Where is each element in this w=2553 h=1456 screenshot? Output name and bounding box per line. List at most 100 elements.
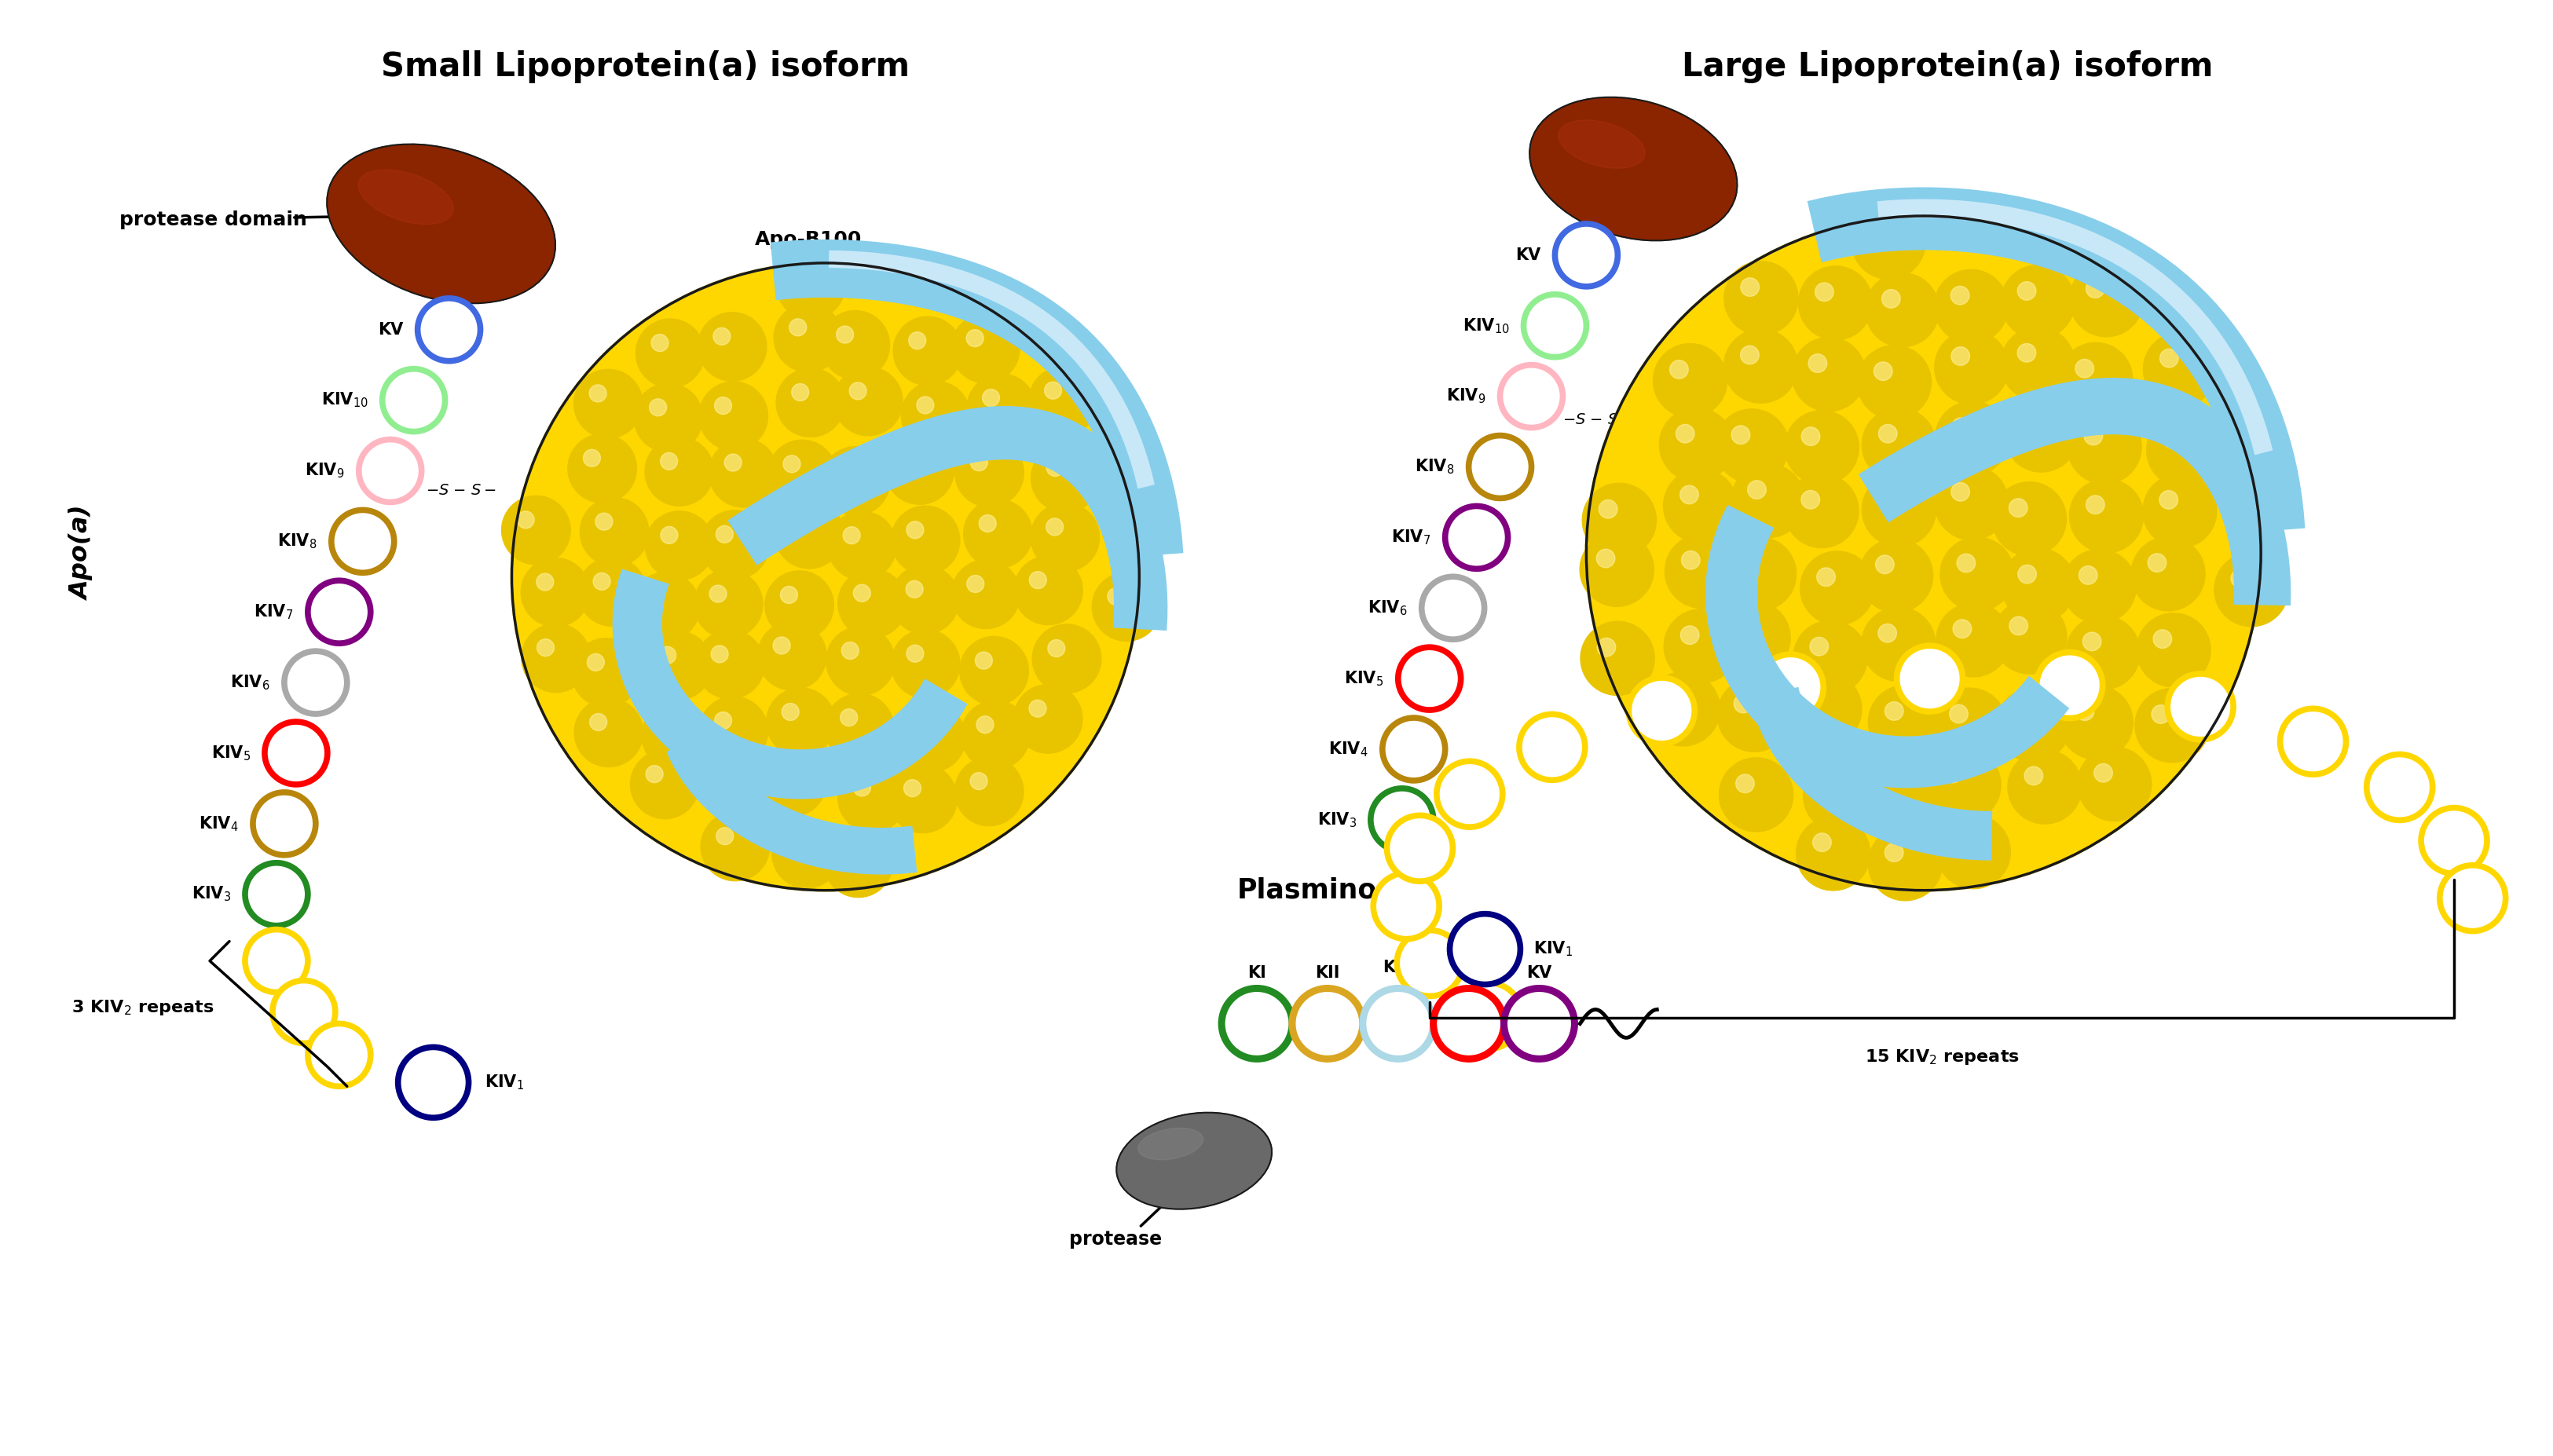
Circle shape [2002, 265, 2076, 339]
Circle shape [715, 526, 733, 543]
Circle shape [1716, 409, 1790, 483]
Circle shape [901, 451, 919, 469]
Circle shape [837, 569, 906, 638]
Circle shape [694, 630, 763, 699]
Circle shape [2076, 702, 2093, 721]
Circle shape [536, 574, 554, 591]
Circle shape [710, 585, 728, 603]
Circle shape [1991, 482, 2065, 556]
Circle shape [2147, 553, 2167, 572]
Circle shape [1580, 533, 1654, 607]
Circle shape [1884, 702, 1905, 721]
Circle shape [715, 712, 733, 729]
Circle shape [633, 383, 702, 453]
Circle shape [850, 383, 865, 399]
Circle shape [631, 750, 700, 818]
Circle shape [975, 652, 993, 670]
Circle shape [2086, 280, 2104, 298]
Circle shape [906, 645, 924, 662]
Circle shape [2076, 360, 2093, 377]
Text: 15 KIV$_{2}$ repeats: 15 KIV$_{2}$ repeats [1864, 1048, 2019, 1067]
Circle shape [332, 510, 393, 572]
Circle shape [820, 310, 891, 380]
Circle shape [694, 569, 763, 639]
Circle shape [2142, 332, 2219, 406]
Circle shape [725, 454, 743, 472]
Text: KIV$_{9}$: KIV$_{9}$ [304, 462, 345, 480]
Text: KIV$_{7}$: KIV$_{7}$ [1391, 529, 1432, 546]
Circle shape [1665, 469, 1739, 543]
Circle shape [500, 495, 569, 565]
Circle shape [896, 703, 965, 772]
Text: KIV$_{10}$: KIV$_{10}$ [322, 392, 368, 409]
Circle shape [1935, 402, 2009, 475]
Circle shape [646, 588, 664, 606]
Circle shape [253, 792, 317, 855]
Circle shape [891, 505, 960, 575]
Circle shape [720, 769, 738, 786]
Circle shape [1950, 482, 1971, 501]
Circle shape [309, 1024, 370, 1086]
Circle shape [827, 511, 896, 579]
Circle shape [1739, 553, 1756, 572]
Circle shape [1450, 914, 1522, 984]
Circle shape [2070, 479, 2145, 553]
Circle shape [962, 499, 1031, 568]
Circle shape [827, 626, 896, 696]
Circle shape [950, 314, 1019, 383]
Circle shape [1884, 843, 1905, 862]
Circle shape [245, 929, 309, 992]
Circle shape [580, 498, 648, 566]
Circle shape [2017, 565, 2037, 584]
Circle shape [1733, 695, 1751, 713]
Circle shape [1953, 619, 1971, 638]
Text: KV: KV [378, 322, 403, 338]
Circle shape [1386, 815, 1453, 881]
Circle shape [1716, 601, 1790, 676]
Circle shape [842, 527, 860, 545]
Circle shape [2083, 632, 2101, 651]
Circle shape [1723, 261, 1797, 335]
Circle shape [978, 515, 996, 531]
Circle shape [646, 766, 664, 783]
Circle shape [1953, 831, 1971, 850]
Circle shape [1879, 489, 1897, 508]
Circle shape [774, 303, 842, 373]
Circle shape [1723, 329, 1797, 403]
Circle shape [1585, 215, 2262, 890]
Circle shape [1629, 677, 1695, 744]
Circle shape [968, 374, 1037, 443]
Circle shape [511, 264, 1139, 890]
Circle shape [758, 622, 827, 690]
Circle shape [2147, 414, 2221, 488]
Circle shape [1665, 609, 1739, 683]
Circle shape [1596, 549, 1616, 568]
Text: KIV$_{7}$: KIV$_{7}$ [255, 603, 294, 622]
Circle shape [592, 572, 610, 590]
Circle shape [2068, 409, 2142, 483]
Circle shape [1869, 221, 1887, 240]
Ellipse shape [327, 144, 557, 303]
Circle shape [1031, 625, 1100, 693]
Circle shape [360, 440, 421, 502]
Circle shape [2002, 326, 2076, 400]
Circle shape [1031, 502, 1100, 572]
Circle shape [700, 812, 768, 881]
Circle shape [1802, 759, 1876, 833]
Circle shape [1866, 272, 1940, 347]
Circle shape [1866, 743, 1940, 817]
Circle shape [659, 646, 677, 664]
Circle shape [1797, 817, 1871, 891]
Circle shape [1749, 480, 1767, 499]
Circle shape [2167, 674, 2234, 740]
Circle shape [712, 328, 730, 345]
Circle shape [774, 499, 842, 569]
Circle shape [590, 384, 608, 402]
Circle shape [646, 511, 715, 579]
Circle shape [1785, 411, 1859, 485]
Circle shape [1935, 603, 2009, 677]
Circle shape [1675, 424, 1695, 443]
Circle shape [784, 456, 802, 473]
Text: KIV$_{8}$: KIV$_{8}$ [1414, 457, 1455, 476]
Circle shape [1879, 623, 1897, 642]
